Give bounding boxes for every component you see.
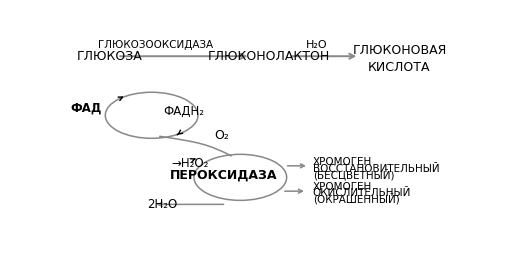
Text: 2H₂O: 2H₂O [148,198,178,211]
FancyArrowPatch shape [160,136,231,156]
Text: ХРОМОГЕН: ХРОМОГЕН [313,157,372,167]
Text: (БЕСЦВЕТНЫЙ): (БЕСЦВЕТНЫЙ) [313,169,394,180]
Text: КИСЛОТА: КИСЛОТА [368,61,431,74]
Text: ГЛЮКОНОВАЯ: ГЛЮКОНОВАЯ [353,44,447,57]
Text: ФАДН₂: ФАДН₂ [163,105,204,118]
Text: ФАД: ФАД [70,102,101,115]
Text: ГЛЮКОЗООКСИДАЗА: ГЛЮКОЗООКСИДАЗА [98,40,213,50]
Text: ОКИСЛИТЕЛЬНЫЙ: ОКИСЛИТЕЛЬНЫЙ [313,188,411,198]
Text: O₂: O₂ [214,129,229,142]
Text: ПЕРОКСИДАЗА: ПЕРОКСИДАЗА [171,169,278,182]
Text: (ОКРАШЕННЫЙ): (ОКРАШЕННЫЙ) [313,193,399,204]
Text: H₂O: H₂O [306,40,328,50]
Text: ВОССТАНОВИТЕЛЬНЫЙ: ВОССТАНОВИТЕЛЬНЫЙ [313,164,439,174]
Text: →H₂O₂: →H₂O₂ [172,157,209,170]
Text: ГЛЮКОЗА: ГЛЮКОЗА [77,50,143,63]
Text: ГЛЮКОНОЛАКТОН: ГЛЮКОНОЛАКТОН [207,50,330,63]
Text: ХРОМОГЕН: ХРОМОГЕН [313,182,372,192]
